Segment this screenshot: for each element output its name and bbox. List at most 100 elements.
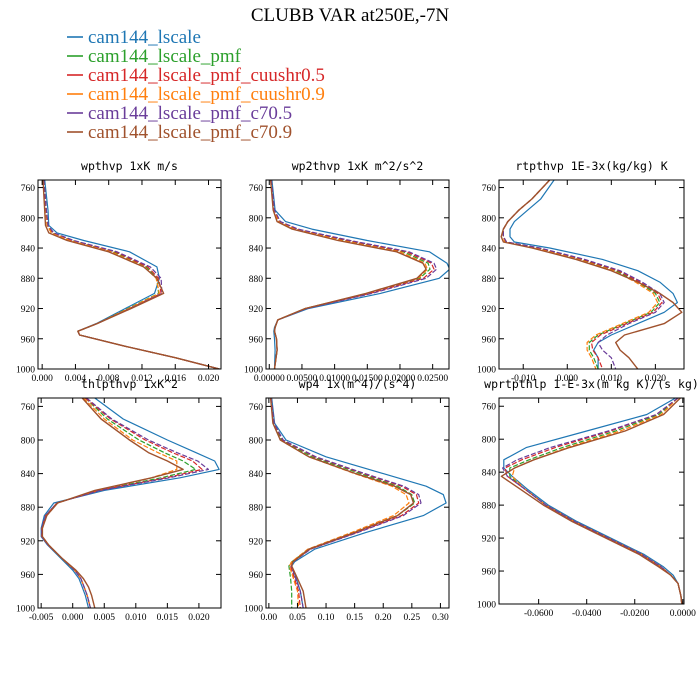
- ytick-label-5-3: 880: [482, 502, 497, 512]
- series-line-4-3: [270, 398, 410, 608]
- ytick-label-2-0: 760: [482, 184, 497, 194]
- series-line-3-4: [41, 398, 209, 608]
- xtick-label-0-3: 0.012: [131, 374, 153, 384]
- xtick-label-1-0: 0.00000: [254, 374, 285, 384]
- panel-title-4: wp4 1x(m^4)/(s^4): [299, 377, 417, 391]
- ytick-label-5-6: 1000: [477, 601, 496, 611]
- ytick-label-0-2: 840: [21, 245, 36, 255]
- series-line-0-3: [43, 180, 220, 369]
- panel-3: thlpthvp 1xK^2 760 800 840 880 920 960 1000-0.0…: [16, 377, 222, 623]
- series-line-2-1: [502, 180, 661, 369]
- series-line-3-3: [41, 398, 178, 608]
- ytick-label-4-4: 920: [249, 537, 264, 547]
- ytick-label-3-5: 960: [21, 571, 36, 581]
- series-line-5-2: [504, 398, 683, 604]
- legend-label-2: cam144_lscale_pmf_cuushr0.5: [88, 65, 325, 86]
- ytick-label-3-1: 800: [21, 437, 36, 447]
- series-line-2-2: [502, 180, 663, 369]
- xtick-label-4-2: 0.10: [318, 613, 335, 623]
- ytick-label-5-2: 840: [482, 469, 497, 479]
- xtick-label-4-5: 0.25: [404, 613, 421, 623]
- xtick-label-0-4: 0.016: [165, 374, 187, 384]
- xtick-label-1-4: 0.02000: [385, 374, 416, 384]
- series-line-0-2: [43, 180, 220, 369]
- series-group-3: [40, 398, 220, 608]
- series-group-2: [500, 180, 683, 369]
- ytick-label-4-2: 840: [249, 470, 264, 480]
- xtick-label-1-5: 0.02500: [417, 374, 448, 384]
- xtick-label-2-0: -0.010: [511, 374, 536, 384]
- xtick-label-3-4: 0.015: [157, 613, 179, 623]
- xtick-label-1-2: 0.01000: [319, 374, 350, 384]
- axes-frame-1: [265, 179, 450, 370]
- xtick-label-1-1: 0.00500: [287, 374, 318, 384]
- series-line-3-0: [40, 398, 220, 608]
- series-line-3-5: [41, 398, 184, 608]
- xtick-label-5-3: 0.0000: [670, 609, 696, 619]
- xtick-label-2-2: 0.010: [601, 374, 623, 384]
- panel-title-3: thlpthvp 1xK^2: [81, 377, 178, 391]
- series-line-2-4: [502, 180, 665, 369]
- ytick-label-1-6: 1000: [244, 366, 263, 376]
- ytick-label-2-5: 960: [482, 335, 497, 345]
- ytick-label-3-2: 840: [21, 470, 36, 480]
- ytick-label-2-3: 880: [482, 275, 497, 285]
- xtick-label-0-2: 0.008: [98, 374, 120, 384]
- series-line-0-4: [43, 180, 220, 369]
- axes-frame-0: [37, 179, 222, 370]
- xtick-label-3-2: 0.005: [94, 613, 116, 623]
- legend-label-4: cam144_lscale_pmf_c70.5: [88, 103, 292, 124]
- ytick-label-2-6: 1000: [477, 366, 496, 376]
- xtick-label-0-0: 0.000: [31, 374, 53, 384]
- series-group-4: [269, 398, 447, 608]
- legend-label-5: cam144_lscale_pmf_c70.9: [88, 122, 292, 143]
- series-line-1-1: [270, 180, 431, 369]
- ytick-label-3-0: 760: [21, 403, 36, 413]
- ytick-label-3-4: 920: [21, 537, 36, 547]
- series-line-3-1: [41, 398, 197, 608]
- ytick-label-0-0: 760: [21, 184, 36, 194]
- xtick-label-5-1: -0.0400: [572, 609, 602, 619]
- panel-title-0: wpthvp 1xK m/s: [81, 159, 178, 173]
- ytick-label-3-6: 1000: [16, 605, 35, 615]
- ytick-label-2-4: 920: [482, 305, 497, 315]
- xtick-label-4-3: 0.15: [346, 613, 363, 623]
- series-line-1-0: [271, 180, 449, 369]
- axes-frame-5: [498, 397, 685, 605]
- ytick-label-0-6: 1000: [16, 366, 35, 376]
- series-line-4-0: [271, 398, 447, 608]
- panel-5: wprtpthlp 1-E-3x(m kg K)/(s kg) 760 800 840…: [477, 377, 699, 619]
- xtick-label-2-3: 0.020: [645, 374, 667, 384]
- series-line-1-4: [270, 180, 438, 369]
- series-line-5-5: [500, 398, 683, 604]
- ytick-label-1-3: 880: [249, 275, 264, 285]
- xtick-label-4-0: 0.00: [261, 613, 278, 623]
- series-line-1-3: [270, 180, 428, 369]
- ytick-label-4-1: 800: [249, 437, 264, 447]
- ytick-label-5-0: 760: [482, 403, 497, 413]
- xtick-label-3-5: 0.020: [188, 613, 210, 623]
- ytick-label-2-1: 800: [482, 214, 497, 224]
- xtick-label-1-3: 0.01500: [352, 374, 383, 384]
- legend-label-3: cam144_lscale_pmf_cuushr0.9: [88, 84, 325, 105]
- legend-label-1: cam144_lscale_pmf: [88, 46, 242, 67]
- xtick-label-4-4: 0.20: [375, 613, 392, 623]
- axes-frame-2: [498, 179, 685, 370]
- ytick-label-5-1: 800: [482, 436, 497, 446]
- series-line-3-2: [41, 398, 203, 608]
- xtick-label-2-1: 0.000: [557, 374, 579, 384]
- xtick-label-4-1: 0.05: [289, 613, 306, 623]
- xtick-label-0-1: 0.004: [65, 374, 87, 384]
- ytick-label-1-2: 840: [249, 245, 264, 255]
- ytick-label-5-5: 960: [482, 568, 497, 578]
- panel-2: rtpthvp 1E-3x(kg/kg) K 760 800 840 880 920 960…: [477, 159, 685, 384]
- xtick-label-5-0: -0.0600: [524, 609, 554, 619]
- ytick-label-4-5: 960: [249, 571, 264, 581]
- panels: wpthvp 1xK m/s76080084088092096010000.00…: [16, 159, 699, 623]
- xtick-label-5-2: -0.0200: [620, 609, 650, 619]
- series-line-1-2: [270, 180, 435, 369]
- panel-title-5: wprtpthlp 1-E-3x(m kg K)/(s kg): [484, 377, 699, 391]
- series-group-5: [500, 398, 683, 604]
- axes-frame-4: [265, 397, 450, 609]
